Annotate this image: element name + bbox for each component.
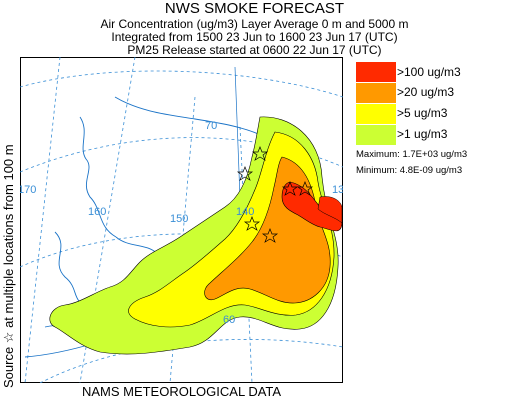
legend-swatch-1 [356,125,396,145]
source-markers [236,146,314,243]
maximum-value: Maximum: 1.7E+03 ug/m3 [356,149,468,160]
lon-label-170: 170 [20,184,36,196]
lon-label-130: 130 [332,184,343,196]
data-source-label: NAMS METEOROLOGICAL DATA [81,384,282,399]
release-start: PM25 Release started at 0600 22 Jun 17 (… [127,43,382,57]
legend-panel: >100 ug/m3 >20 ug/m3 >5 ug/m3 >1 ug/m3 M… [348,57,509,383]
grid-labels: 170 160 150 140 130 70 60 [20,120,343,326]
legend-label-1: >1 ug/m3 [397,127,448,141]
lon-label-160: 160 [88,206,106,218]
minimum-value: Minimum: 4.8E-09 ug/m3 [356,165,463,176]
concentration-100-contour [281,181,343,232]
legend-swatch-100 [356,62,396,82]
legend-swatch-20 [356,83,396,103]
forecast-title: NWS SMOKE FORECAST [164,0,345,17]
integration-period: Integrated from 1500 23 Jun to 1600 23 J… [111,30,398,44]
legend-label-20: >20 ug/m3 [397,85,455,99]
smoke-map: 170 160 150 140 130 70 60 [20,57,343,383]
lon-label-140: 140 [236,206,254,218]
source-location-label: Source ☆ at multiple locations from 100 … [1,144,16,388]
legend-label-5: >5 ug/m3 [397,106,448,120]
lon-label-150: 150 [170,213,188,225]
legend-label-100: >100 ug/m3 [397,65,461,79]
concentration-subtitle: Air Concentration (ug/m3) Layer Average … [100,17,409,31]
lat-label-70: 70 [205,120,217,132]
legend-swatch-5 [356,104,396,124]
lat-label-60: 60 [223,314,235,326]
